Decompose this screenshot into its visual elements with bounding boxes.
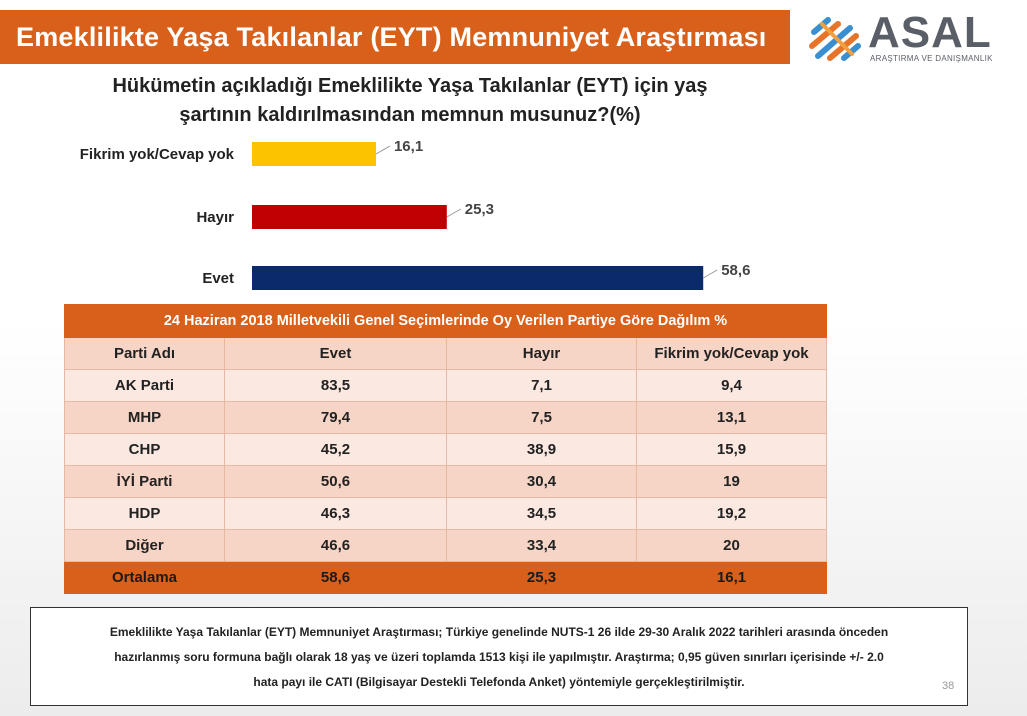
evet-cell: 79,4 [224,401,447,434]
evet-cell: 46,3 [224,497,447,530]
value-label: 16,1 [394,138,423,155]
table-header-row: Parti Adı Evet Hayır Fikrim yok/Cevap yo… [64,337,828,370]
hayir-cell: 34,5 [446,497,637,530]
evet-cell: 50,6 [224,465,447,498]
party-name-cell: İYİ Parti [64,465,225,498]
fikrim-yok-cell: 20 [635,529,828,562]
note-line-2: hazırlanmış soru formuna bağlı olarak 18… [114,650,884,664]
party-name-cell: Diğer [64,529,225,562]
average-label-cell: Ortalama [64,561,225,594]
hayir-cell: 38,9 [446,433,637,466]
party-name-cell: CHP [64,433,225,466]
category-label: Evet [202,270,234,287]
party-name-cell: AK Parti [64,369,225,402]
evet-cell: 45,2 [224,433,447,466]
table-average-row: Ortalama 58,6 25,3 16,1 [64,561,828,594]
page-title: Emeklilikte Yaşa Takılanlar (EYT) Memnun… [0,10,790,64]
bar [252,142,376,166]
average-evet-cell: 58,6 [224,561,447,594]
note-line-1: Emeklilikte Yaşa Takılanlar (EYT) Memnun… [109,625,889,639]
column-header: Parti Adı [64,337,225,370]
methodology-note: Emeklilikte Yaşa Takılanlar (EYT) Memnun… [30,607,968,706]
leader-line [375,145,391,155]
party-name-cell: HDP [64,497,225,530]
question-line-2: şartının kaldırılmasından memnun musunuz… [179,104,641,126]
party-name-cell: MHP [64,401,225,434]
column-header: Evet [224,337,447,370]
fikrim-yok-cell: 19 [635,465,828,498]
table-row: Diğer 46,6 33,4 20 [64,529,828,562]
fikrim-yok-cell: 19,2 [635,497,828,530]
hayir-cell: 7,1 [446,369,637,402]
hayir-cell: 33,4 [446,529,637,562]
hayir-cell: 30,4 [446,465,637,498]
category-label: Hayır [196,209,234,226]
logo-name: ASAL [868,8,992,57]
question-text: Hükümetin açıkladığı Emeklilikte Yaşa Ta… [60,72,760,130]
logo-subtitle: ARAŞTIRMA VE DANIŞMANLIK [870,54,993,63]
fikrim-yok-cell: 13,1 [635,401,828,434]
page-title-text: Emeklilikte Yaşa Takılanlar (EYT) Memnun… [16,21,767,52]
column-header: Fikrim yok/Cevap yok [635,337,828,370]
table-caption: 24 Haziran 2018 Milletvekili Genel Seçim… [63,304,828,338]
table-row: MHP 79,4 7,5 13,1 [64,401,828,434]
category-label: Fikrim yok/Cevap yok [80,146,235,163]
note-line-3: hata payı ile CATI (Bilgisayar Destekli … [253,675,745,689]
bar [252,205,447,229]
evet-cell: 83,5 [224,369,447,402]
evet-cell: 46,6 [224,529,447,562]
table-row: AK Parti 83,5 7,1 9,4 [64,369,828,402]
average-hayir-cell: 25,3 [446,561,637,594]
average-fikrim-yok-cell: 16,1 [635,561,828,594]
question-line-1: Hükümetin açıkladığı Emeklilikte Yaşa Ta… [112,75,708,97]
table-row: HDP 46,3 34,5 19,2 [64,497,828,530]
value-label: 58,6 [721,262,750,279]
fikrim-yok-cell: 15,9 [635,433,828,466]
table-row: CHP 45,2 38,9 15,9 [64,433,828,466]
party-distribution-table: 24 Haziran 2018 Milletvekili Genel Seçim… [63,304,828,594]
page-number: 38 [942,680,955,692]
leader-line [446,208,462,218]
bar [252,266,704,290]
asal-logo: ASAL ARAŞTIRMA VE DANIŞMANLIK [808,8,1008,68]
table-row: İYİ Parti 50,6 30,4 19 [64,465,828,498]
hayir-cell: 7,5 [446,401,637,434]
bar-chart: Fikrim yok/Cevap yok 16,1 Hayır 25,3 Evet 58,… [80,138,750,290]
leader-line [702,269,718,279]
column-header: Hayır [446,337,637,370]
value-label: 25,3 [465,201,494,218]
fikrim-yok-cell: 9,4 [635,369,828,402]
logo-mark-icon [809,17,861,61]
